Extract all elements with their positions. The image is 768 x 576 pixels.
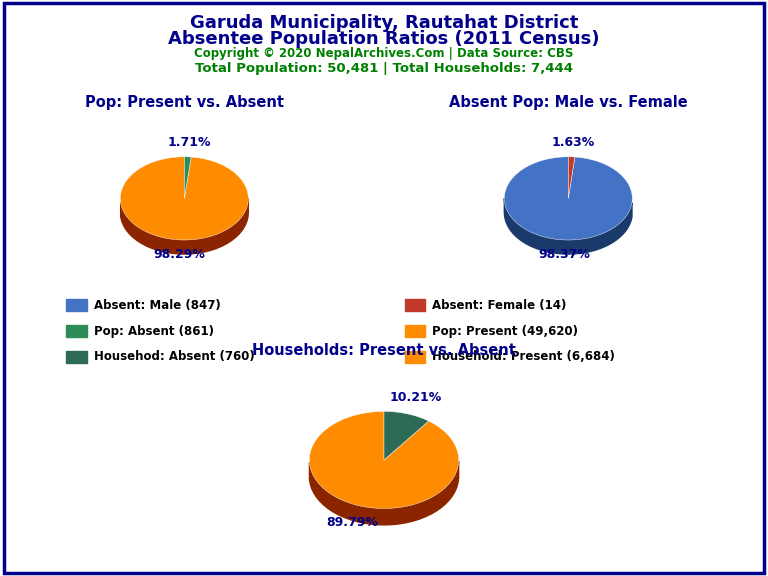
Title: Households: Present vs. Absent: Households: Present vs. Absent <box>252 343 516 358</box>
Polygon shape <box>384 411 429 460</box>
Title: Absent Pop: Male vs. Female: Absent Pop: Male vs. Female <box>449 95 687 110</box>
Polygon shape <box>505 157 632 240</box>
Bar <box>66 300 87 312</box>
Text: 89.79%: 89.79% <box>326 516 378 529</box>
Text: Absentee Population Ratios (2011 Census): Absentee Population Ratios (2011 Census) <box>168 30 600 48</box>
Bar <box>405 325 425 337</box>
Polygon shape <box>568 157 575 198</box>
Polygon shape <box>121 157 248 240</box>
Text: Pop: Present (49,620): Pop: Present (49,620) <box>432 325 578 338</box>
Text: Househod: Absent (760): Househod: Absent (760) <box>94 350 254 363</box>
Polygon shape <box>310 411 458 509</box>
Bar <box>405 300 425 312</box>
Bar <box>66 325 87 337</box>
Text: 10.21%: 10.21% <box>389 391 442 404</box>
Polygon shape <box>310 461 458 525</box>
Text: Pop: Absent (861): Pop: Absent (861) <box>94 325 214 338</box>
Text: Garuda Municipality, Rautahat District: Garuda Municipality, Rautahat District <box>190 14 578 32</box>
Text: 1.63%: 1.63% <box>551 136 594 149</box>
Polygon shape <box>184 157 191 198</box>
Text: Absent: Female (14): Absent: Female (14) <box>432 299 567 312</box>
Text: Household: Present (6,684): Household: Present (6,684) <box>432 350 615 363</box>
Text: 1.71%: 1.71% <box>167 136 210 149</box>
Text: 98.29%: 98.29% <box>154 248 206 261</box>
Polygon shape <box>121 199 248 254</box>
Bar <box>66 351 87 363</box>
Bar <box>405 351 425 363</box>
Title: Pop: Present vs. Absent: Pop: Present vs. Absent <box>84 95 284 110</box>
Polygon shape <box>505 198 632 254</box>
Text: 98.37%: 98.37% <box>538 248 590 261</box>
Text: Absent: Male (847): Absent: Male (847) <box>94 299 220 312</box>
Text: Total Population: 50,481 | Total Households: 7,444: Total Population: 50,481 | Total Househo… <box>195 62 573 75</box>
Text: Copyright © 2020 NepalArchives.Com | Data Source: CBS: Copyright © 2020 NepalArchives.Com | Dat… <box>194 47 574 60</box>
